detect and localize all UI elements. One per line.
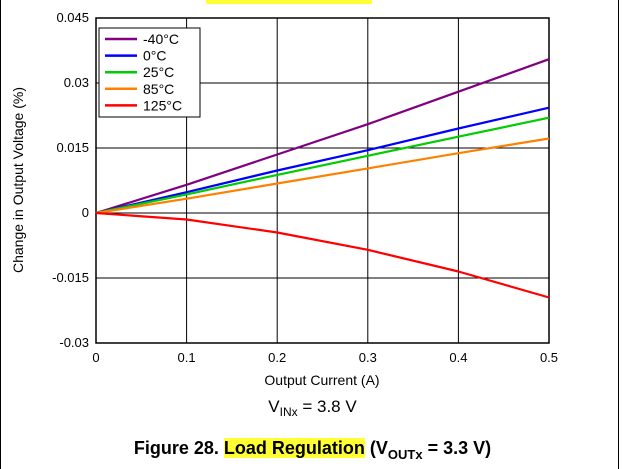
- y-tick-label: 0.045: [56, 10, 89, 25]
- frame-border-left: [0, 0, 1, 469]
- caption-lead: Figure 28.: [133, 438, 224, 458]
- x-tick-label: 0.4: [449, 350, 467, 365]
- x-tick-label: 0.5: [540, 350, 558, 365]
- series-line: [95, 106, 550, 215]
- frame-border-right: [618, 0, 619, 469]
- caption-close: = 3.3 V): [422, 438, 492, 458]
- figure-caption: Figure 28. Load Regulation (VOUTx = 3.3 …: [0, 438, 625, 462]
- y-tick-label: -0.015: [52, 270, 89, 285]
- y-tick-label: 0: [82, 205, 89, 220]
- series-line: [95, 116, 550, 215]
- y-axis-title: Change in Output Voltage (%): [10, 87, 26, 273]
- series-line: [95, 211, 550, 299]
- series-line: [95, 58, 550, 215]
- y-tick-label: 0.015: [56, 140, 89, 155]
- caption-open: (V: [364, 438, 388, 458]
- x-axis-title: Output Current (A): [264, 372, 379, 388]
- x-tick-label: 0: [92, 350, 99, 365]
- legend-label: 25°C: [143, 64, 174, 80]
- tick-labels: 0 0.1 0.2 0.3 0.4 0.5 0.045 0.03 0.015 0 -0.015 -0.…: [52, 10, 558, 365]
- condition-suffix: = 3.8 V: [297, 397, 357, 416]
- legend-label: 85°C: [143, 81, 174, 97]
- legend-label: -40°C: [143, 31, 179, 47]
- top-highlight-strip: [206, 0, 372, 4]
- y-tick-label: 0.03: [64, 75, 89, 90]
- series-lines: [95, 58, 550, 299]
- legend-label: 0°C: [143, 48, 167, 64]
- series-line: [95, 137, 550, 215]
- condition-subscript: INx: [279, 405, 298, 419]
- condition-prefix: V: [268, 397, 280, 416]
- x-tick-label: 0.2: [268, 350, 286, 365]
- x-tick-label: 0.1: [178, 350, 196, 365]
- x-tick-label: 0.3: [359, 350, 377, 365]
- caption-highlight: Load Regulation: [223, 438, 365, 458]
- caption-subscript: OUTx: [387, 447, 423, 462]
- test-condition-label: VINx = 3.8 V: [0, 397, 625, 419]
- y-tick-label: -0.03: [59, 335, 89, 350]
- legend-label: 125°C: [143, 97, 182, 113]
